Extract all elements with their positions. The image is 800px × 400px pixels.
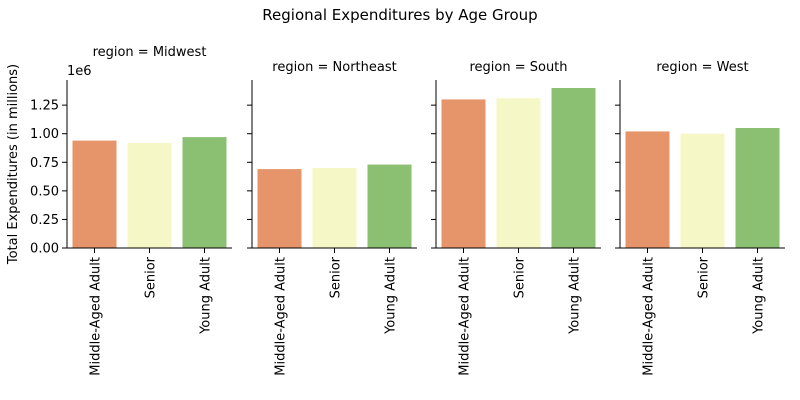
y-axis-multiplier: 1e6: [67, 64, 92, 79]
bar: [625, 131, 670, 248]
bar: [257, 169, 302, 248]
x-tick-label: Senior: [144, 256, 159, 298]
bar: [551, 88, 596, 248]
x-tick-label: Young Adult: [199, 257, 214, 335]
y-tick-label: 0.25: [30, 213, 59, 228]
facet-title: region = Northeast: [272, 60, 396, 75]
bar: [441, 99, 486, 249]
bar: [127, 142, 172, 248]
bar: [312, 168, 357, 248]
bar: [680, 133, 725, 248]
bar: [735, 128, 780, 248]
y-axis-label: Total Expenditures (in millions): [6, 64, 21, 265]
bar: [182, 137, 227, 248]
facet-title: region = South: [469, 60, 567, 75]
x-tick-label: Senior: [329, 256, 344, 298]
y-tick-label: 0.50: [30, 184, 59, 199]
x-tick-label: Young Adult: [384, 257, 399, 335]
x-tick-label: Young Adult: [752, 257, 767, 335]
bar: [72, 140, 117, 248]
y-tick-label: 1.25: [30, 99, 59, 114]
x-tick-label: Middle-Aged Adult: [274, 257, 289, 376]
chart-title: Regional Expenditures by Age Group: [262, 6, 537, 24]
x-tick-label: Middle-Aged Adult: [89, 257, 104, 376]
y-tick-label: 0.00: [30, 242, 59, 257]
x-tick-label: Senior: [513, 256, 528, 298]
y-tick-label: 1.00: [30, 127, 59, 142]
x-tick-label: Middle-Aged Adult: [642, 257, 657, 376]
bar: [367, 164, 412, 248]
facet-panel: region = West Middle-Aged Adult Senior Youn…: [615, 60, 785, 376]
facet-panel: region = South Middle-Aged Adult Senior You…: [431, 60, 601, 376]
x-tick-label: Young Adult: [568, 257, 583, 335]
facet-panel: region = Northeast Middle-Aged Adult Senio…: [247, 60, 417, 376]
y-tick-label: 0.75: [30, 156, 59, 171]
facet-panel: region = Midwest Middle-Aged Adult Senior Y…: [30, 45, 232, 376]
bar: [496, 98, 541, 248]
facet-title: region = West: [656, 60, 748, 75]
facet-title: region = Midwest: [93, 45, 207, 60]
x-tick-label: Senior: [697, 256, 712, 298]
x-tick-label: Middle-Aged Adult: [458, 257, 473, 376]
